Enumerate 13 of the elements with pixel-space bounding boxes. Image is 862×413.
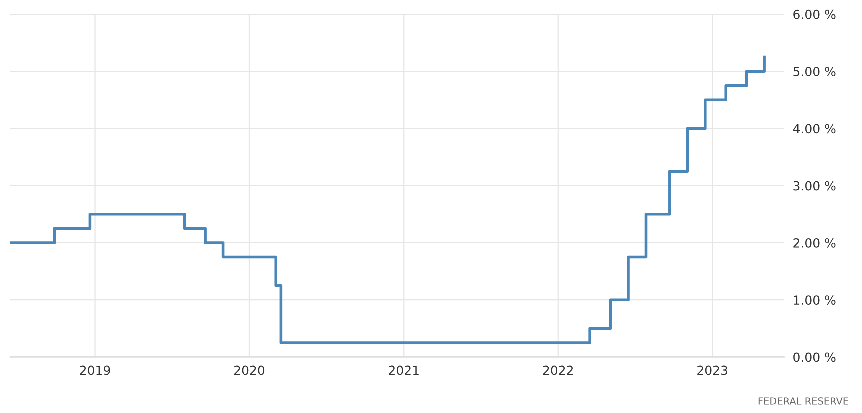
y-tick-label: 5.00 % (794, 67, 836, 77)
text: FEDERAL RESERVE (758, 398, 848, 405)
x-tick-label: 2021 (389, 366, 419, 376)
x-tick-label: 2022 (543, 366, 574, 376)
x-tick-label: 2020 (234, 366, 265, 376)
y-tick-label: 0.00 % (794, 352, 836, 362)
y-tick-label: 6.00 % (794, 10, 836, 20)
x-tick-label: 2023 (698, 366, 728, 376)
y-tick-label: 2.00 % (794, 238, 836, 248)
y-tick-label: 1.00 % (794, 296, 836, 306)
y-tick-label: 3.00 % (794, 181, 836, 191)
x-tick-label: 2019 (80, 366, 110, 376)
y-tick-label: 4.00 % (793, 124, 836, 134)
